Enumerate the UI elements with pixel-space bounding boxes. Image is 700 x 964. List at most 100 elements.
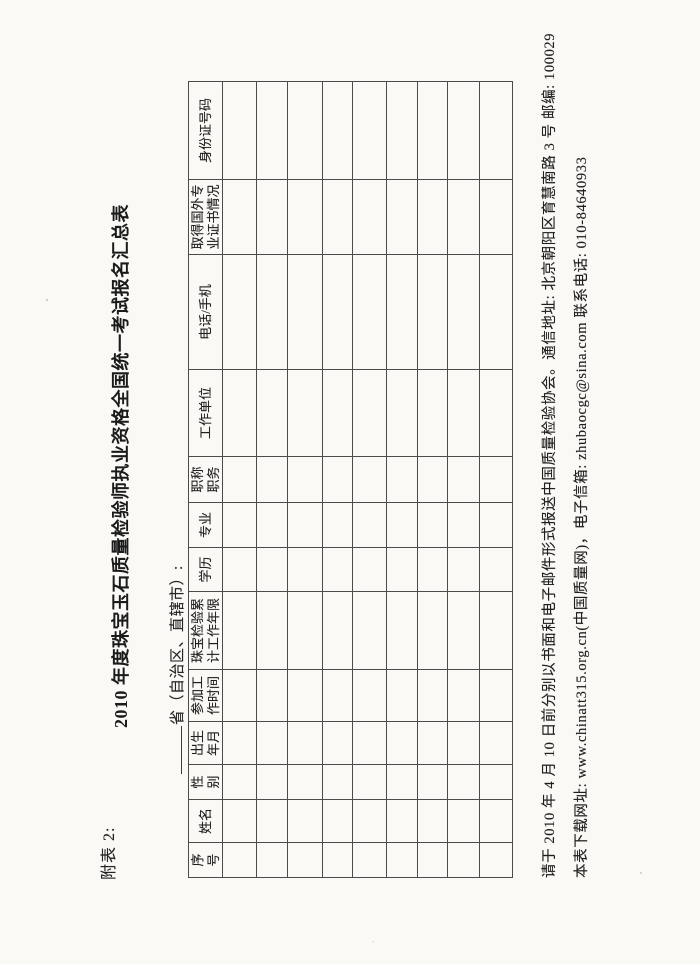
table-cell bbox=[287, 764, 323, 800]
table-cell bbox=[447, 502, 480, 548]
header-cell: 身份证号码 bbox=[188, 81, 223, 180]
header-cell: 序 号 bbox=[188, 842, 223, 878]
table-cell bbox=[322, 591, 353, 670]
table-cell bbox=[447, 799, 480, 843]
table-cell bbox=[386, 669, 418, 722]
table-row bbox=[352, 81, 387, 878]
table-cell bbox=[256, 669, 288, 722]
table-cell bbox=[447, 591, 480, 670]
table-cell bbox=[447, 369, 480, 457]
table-cell bbox=[256, 842, 288, 878]
table-cell bbox=[222, 369, 257, 457]
table-cell bbox=[287, 254, 323, 370]
table-cell bbox=[447, 842, 480, 878]
table-cell bbox=[417, 81, 448, 180]
table-header-row: 序 号姓名性 别出生 年月 参加工 作时间 珠宝检验累 计工作年限 学历 专业 职称 职务… bbox=[188, 81, 223, 878]
table-cell bbox=[352, 764, 387, 800]
table-cell bbox=[287, 799, 323, 843]
table-cell bbox=[322, 669, 353, 722]
table-cell bbox=[322, 369, 353, 457]
table-cell bbox=[287, 456, 323, 503]
table-cell bbox=[322, 254, 353, 370]
header-cell: 专业 bbox=[188, 502, 223, 548]
table-cell bbox=[447, 547, 480, 592]
table-cell bbox=[256, 369, 288, 457]
table-cell bbox=[322, 456, 353, 503]
table-cell bbox=[479, 591, 513, 670]
table-row bbox=[417, 81, 448, 878]
table-cell bbox=[417, 842, 448, 878]
table-row bbox=[479, 81, 513, 878]
header-cell: 学历 bbox=[188, 547, 223, 592]
table-cell bbox=[352, 669, 387, 722]
table-cell bbox=[256, 81, 288, 180]
page-title: 2010 年度珠宝玉石质量检验师执业资格全国统一考试报名汇总表 bbox=[111, 204, 131, 728]
table-cell bbox=[417, 799, 448, 843]
table-cell bbox=[417, 179, 448, 255]
table-cell bbox=[222, 764, 257, 800]
table-cell bbox=[386, 591, 418, 670]
table-cell bbox=[222, 842, 257, 878]
table-cell bbox=[322, 842, 353, 878]
table-cell bbox=[417, 591, 448, 670]
header-cell: 出生 年月 bbox=[188, 721, 223, 765]
province-blank-underline bbox=[168, 726, 182, 774]
table-cell bbox=[479, 81, 513, 180]
table-cell bbox=[287, 669, 323, 722]
table-cell bbox=[479, 456, 513, 503]
table-cell bbox=[447, 456, 480, 503]
table-body bbox=[222, 81, 513, 878]
table-cell bbox=[352, 799, 387, 843]
table-cell bbox=[479, 669, 513, 722]
footer-note-submission: 请于 2010 年 4 月 10 日前分别以书面和电子邮件形式报送中国质量检验协… bbox=[542, 32, 558, 878]
table-cell bbox=[287, 502, 323, 548]
table-cell bbox=[222, 799, 257, 843]
table-cell bbox=[417, 764, 448, 800]
table-cell bbox=[447, 764, 480, 800]
table-cell bbox=[256, 764, 288, 800]
table-cell bbox=[222, 502, 257, 548]
table-cell bbox=[352, 842, 387, 878]
table-cell bbox=[352, 456, 387, 503]
table-row bbox=[256, 81, 288, 878]
table-cell bbox=[256, 456, 288, 503]
table-cell bbox=[222, 254, 257, 370]
table-cell bbox=[386, 179, 418, 255]
table-cell bbox=[386, 81, 418, 180]
table-cell bbox=[479, 369, 513, 457]
table-cell bbox=[447, 81, 480, 180]
table-cell bbox=[322, 81, 353, 180]
table-row bbox=[222, 81, 257, 878]
header-cell: 性 别 bbox=[188, 764, 223, 800]
table-cell bbox=[447, 721, 480, 765]
header-cell: 取得国外专 业证书情况 bbox=[188, 179, 223, 255]
scan-speck bbox=[46, 299, 48, 301]
table-cell bbox=[322, 547, 353, 592]
header-cell: 工作单位 bbox=[188, 369, 223, 457]
table-cell bbox=[222, 669, 257, 722]
table-cell bbox=[287, 81, 323, 180]
table-cell bbox=[447, 254, 480, 370]
province-line: 省（自治区、直辖市）: bbox=[166, 565, 187, 774]
table-cell bbox=[322, 179, 353, 255]
table-cell bbox=[386, 764, 418, 800]
table-row bbox=[447, 81, 480, 878]
table-cell bbox=[417, 669, 448, 722]
table-cell bbox=[256, 591, 288, 670]
table-cell bbox=[256, 799, 288, 843]
table-cell bbox=[417, 502, 448, 548]
table-cell bbox=[386, 547, 418, 592]
table-cell bbox=[256, 254, 288, 370]
table-cell bbox=[222, 591, 257, 670]
table-cell bbox=[322, 764, 353, 800]
header-cell: 电话/手机 bbox=[188, 254, 223, 370]
table-cell bbox=[287, 179, 323, 255]
table-cell bbox=[479, 547, 513, 592]
table-cell bbox=[287, 591, 323, 670]
table-cell bbox=[256, 179, 288, 255]
table-cell bbox=[256, 721, 288, 765]
table-cell bbox=[287, 721, 323, 765]
table-cell bbox=[386, 502, 418, 548]
header-cell: 职称 职务 bbox=[188, 456, 223, 503]
table-cell bbox=[386, 799, 418, 843]
